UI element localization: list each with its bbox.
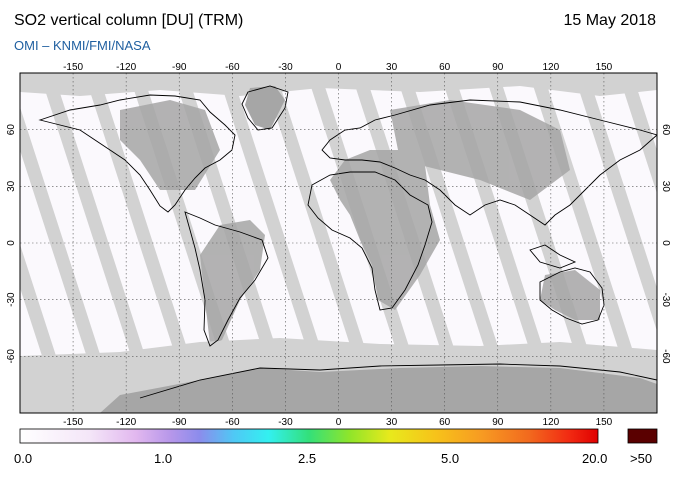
lon-tick-bottom: -30 [278,417,293,428]
lon-tick-top: 120 [542,62,559,73]
map-frame [19,72,658,414]
lat-tick-right: -60 [660,349,671,364]
coastlines [38,85,657,399]
colorbar-label-2: 2.5 [298,451,317,466]
lon-tick-top: 150 [596,62,613,73]
lon-tick-top: -30 [278,62,293,73]
orbit-gap [573,73,657,332]
lon-tick-bottom: -120 [116,417,136,428]
australia-coast [539,267,605,325]
colorbar-label-0: 0.0 [14,451,33,466]
colorbar-overflow-label: >50 [630,451,653,466]
lon-tick-top: 90 [492,62,504,73]
lon-tick-bottom: 90 [492,417,504,428]
lon-tick-top: -60 [225,62,240,73]
lat-tick-labels-right: 60 30 0 -30 -60 [660,124,671,364]
lat-tick-left: -60 [6,349,17,364]
colorbar-label-3: 5.0 [441,451,460,466]
greenland-coast [241,85,289,131]
map-date: 15 May 2018 [563,12,656,29]
indonesia-coast [529,244,577,269]
africa-coast [307,171,433,311]
lon-tick-bottom: -90 [172,417,187,428]
lat-tick-right: 0 [660,240,671,246]
orbit-gap [217,73,342,413]
colorbar [19,428,599,444]
lon-tick-labels-bottom: -150 -120 -90 -60 -30 0 30 60 90 120 150 [63,417,613,428]
north-america-coast [38,94,236,213]
orbit-gap [84,73,208,413]
south-america-coast [184,211,269,347]
orbit-gap [20,107,119,413]
map-area [20,73,657,413]
lon-tick-bottom: 60 [439,417,451,428]
lon-tick-top: -90 [172,62,187,73]
lon-tick-top: 30 [386,62,398,73]
lat-tick-right: 60 [660,124,671,136]
lon-tick-top: -120 [116,62,136,73]
orbit-gap [20,244,75,413]
lon-tick-bottom: 120 [542,417,559,428]
lon-tick-bottom: -150 [63,417,83,428]
graticule [20,73,657,413]
lon-tick-top: -150 [63,62,83,73]
lon-tick-top: 60 [439,62,451,73]
lat-tick-right: 30 [660,181,671,193]
data-credit: OMI – KNMI/FMI/NASA [14,38,151,53]
antarctica-land [100,366,657,413]
lat-tick-labels-left: 60 30 0 -30 -60 [6,124,17,364]
map-title: SO2 vertical column [DU] (TRM) [14,12,244,29]
antarctica-coast [139,363,657,399]
lat-tick-left: 0 [6,240,17,246]
colorbar-overflow-box [627,428,658,444]
lon-tick-bottom: 150 [596,417,613,428]
lat-tick-left: 60 [6,124,17,136]
colorbar-label-4: 20.0 [582,451,608,466]
lat-tick-left: 30 [6,180,17,192]
greenland-land [245,86,285,130]
lon-tick-labels-top: -150 -120 -90 -60 -30 0 30 60 90 120 150 [63,62,613,73]
colorbar-label-1: 1.0 [154,451,173,466]
lon-tick-top: 0 [336,62,342,73]
lat-tick-right: -30 [660,292,671,307]
orbit-gap [618,73,657,194]
lon-tick-bottom: -60 [225,417,240,428]
lat-tick-left: -30 [6,292,17,307]
eurasia-coast [321,99,657,226]
lon-tick-bottom: 0 [336,417,342,428]
lon-tick-bottom: 30 [386,417,398,428]
